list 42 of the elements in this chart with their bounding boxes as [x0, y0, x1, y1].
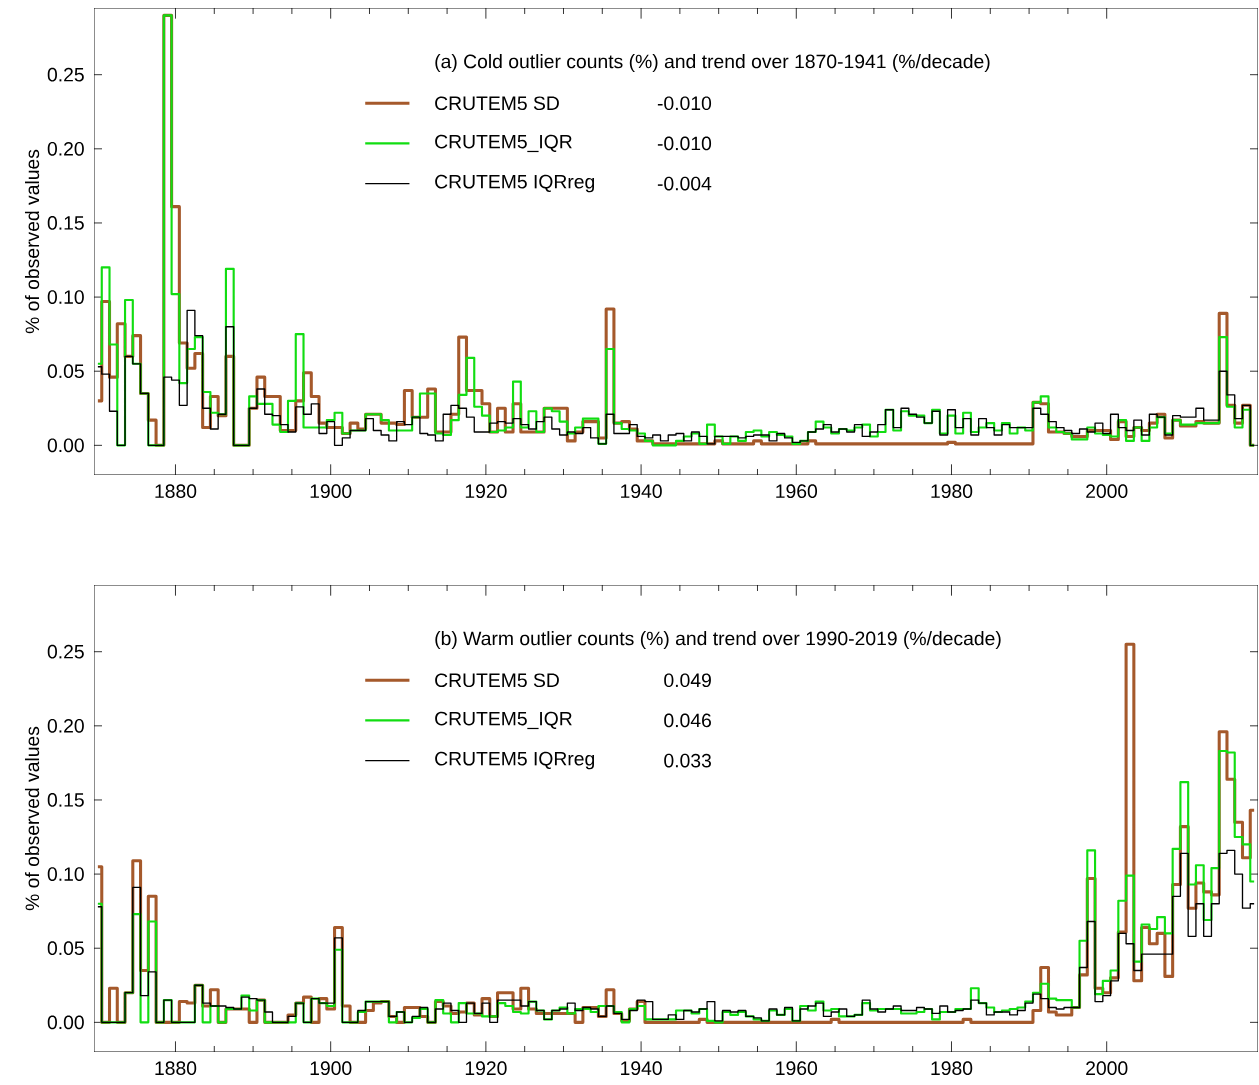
y-tick-label: 0.00 [47, 438, 84, 453]
x-tick-label: 2000 [1086, 1061, 1128, 1076]
x-tick-label: 1900 [310, 484, 352, 499]
x-tick-label: 1980 [931, 1061, 973, 1076]
y-axis-title: % of observed values [24, 726, 40, 911]
x-tick-label: 1940 [621, 1061, 662, 1076]
annotation: 0.046 [664, 713, 711, 728]
x-tick-label: 1960 [776, 484, 818, 499]
annotation: -0.004 [657, 176, 712, 191]
y-tick-label: 0.05 [47, 364, 84, 379]
y-tick-label: 0.10 [47, 867, 84, 881]
legend-label: CRUTEM5_IQR [435, 711, 572, 730]
y-tick-label: 0.00 [47, 1015, 84, 1030]
x-tick-label: 1880 [155, 484, 197, 499]
legend-label: CRUTEM5_IQR [435, 134, 572, 153]
annotation: 0.049 [664, 673, 711, 688]
x-tick-label: 1920 [465, 1061, 507, 1076]
y-tick-label: 0.15 [47, 216, 84, 230]
x-tick-label: 1880 [155, 1061, 197, 1076]
x-tick-label: 1980 [931, 484, 973, 499]
y-tick-label: 0.25 [47, 644, 84, 659]
legend-label: CRUTEM5 IQRreg [435, 174, 595, 193]
x-tick-label: 1960 [776, 1061, 818, 1076]
y-tick-label: 0.15 [47, 793, 84, 807]
y-tick-label: 0.20 [47, 141, 84, 156]
annotation: -0.010 [657, 136, 712, 151]
y-tick-label: 0.25 [47, 67, 84, 82]
legend-label: CRUTEM5 SD [435, 96, 559, 111]
legend-title: (a) Cold outlier counts (%) and trend over 1870-1941 (%/decade) [435, 54, 990, 73]
annotation: 0.033 [664, 753, 711, 768]
y-tick-label: 0.05 [47, 941, 84, 956]
x-tick-label: 1940 [621, 484, 662, 499]
x-tick-label: 1920 [465, 484, 507, 499]
x-tick-label: 1900 [310, 1061, 352, 1076]
annotation: -0.010 [657, 96, 712, 111]
y-axis-title: % of observed values [24, 149, 40, 334]
x-tick-label: 2000 [1086, 484, 1128, 499]
legend-label: CRUTEM5 SD [435, 673, 559, 688]
y-tick-label: 0.20 [47, 718, 84, 733]
y-tick-label: 0.10 [47, 290, 84, 304]
legend-title: (b) Warm outlier counts (%) and trend over 1990-2019 (%/decade) [435, 631, 1001, 650]
legend-label: CRUTEM5 IQRreg [435, 751, 595, 770]
